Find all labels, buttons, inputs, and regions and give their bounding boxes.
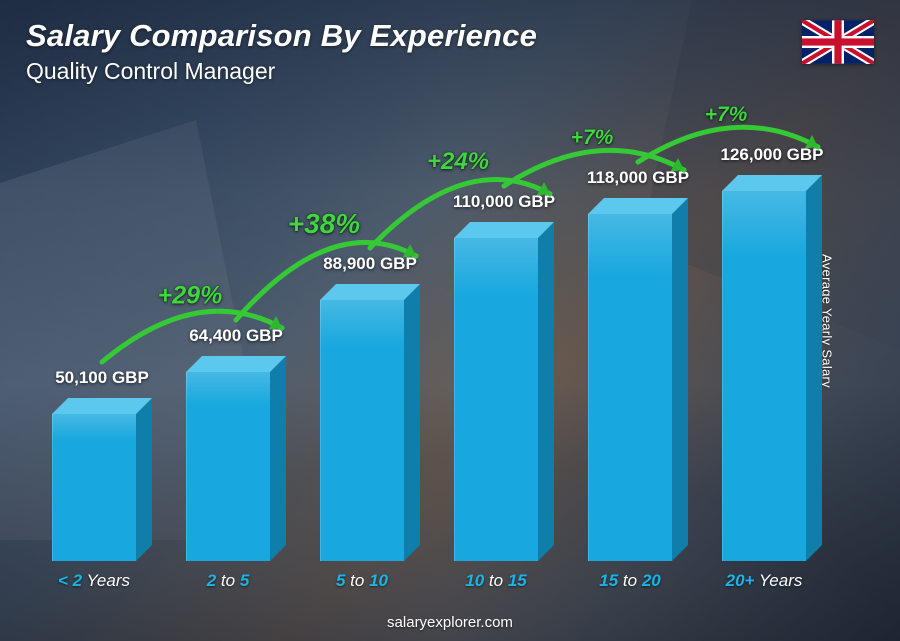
- bar: [52, 414, 136, 561]
- bar-side: [404, 284, 420, 561]
- value-label: 64,400 GBP: [189, 326, 283, 346]
- value-label: 50,100 GBP: [55, 368, 149, 388]
- bar-side: [806, 175, 822, 561]
- category-label: < 2 Years: [36, 571, 152, 591]
- salary-bar-chart: 50,100 GBP < 2 Years 64,400 GBP 2 to 5 88,90…: [36, 100, 844, 595]
- bar-top: [320, 284, 420, 300]
- value-label: 126,000 GBP: [720, 145, 823, 165]
- bar-side: [136, 398, 152, 561]
- bar-front: [186, 372, 270, 561]
- bar-top: [588, 198, 688, 214]
- bar-side: [538, 222, 554, 561]
- bar: [320, 300, 404, 561]
- bar-front: [454, 238, 538, 561]
- bar-side: [270, 356, 286, 561]
- bar-group: 110,000 GBP 10 to 15: [438, 100, 554, 595]
- category-label: 15 to 20: [572, 571, 688, 591]
- bar-side: [672, 198, 688, 561]
- header: Salary Comparison By Experience Quality …: [26, 18, 537, 85]
- category-label: 5 to 10: [304, 571, 420, 591]
- bar-front: [52, 414, 136, 561]
- infographic-canvas: Salary Comparison By Experience Quality …: [0, 0, 900, 641]
- category-label: 2 to 5: [170, 571, 286, 591]
- bar-front: [722, 191, 806, 561]
- bar-group: 118,000 GBP 15 to 20: [572, 100, 688, 595]
- value-label: 88,900 GBP: [323, 254, 417, 274]
- bar-group: 126,000 GBP 20+ Years: [706, 100, 822, 595]
- page-subtitle: Quality Control Manager: [26, 58, 537, 85]
- category-label: 10 to 15: [438, 571, 554, 591]
- bar: [722, 191, 806, 561]
- bar: [186, 372, 270, 561]
- page-title: Salary Comparison By Experience: [26, 18, 537, 54]
- bar-front: [320, 300, 404, 561]
- value-label: 110,000 GBP: [453, 192, 555, 212]
- bar: [588, 214, 672, 561]
- bar-group: 50,100 GBP < 2 Years: [36, 100, 152, 595]
- bar-front: [588, 214, 672, 561]
- category-label: 20+ Years: [706, 571, 822, 591]
- bar-group: 64,400 GBP 2 to 5: [170, 100, 286, 595]
- footer-credit: salaryexplorer.com: [0, 614, 900, 631]
- bar-group: 88,900 GBP 5 to 10: [304, 100, 420, 595]
- bar-top: [722, 175, 822, 191]
- bar: [454, 238, 538, 561]
- bar-top: [52, 398, 152, 414]
- bar-top: [186, 356, 286, 372]
- uk-flag-icon: [802, 20, 874, 64]
- bar-top: [454, 222, 554, 238]
- value-label: 118,000 GBP: [587, 168, 689, 188]
